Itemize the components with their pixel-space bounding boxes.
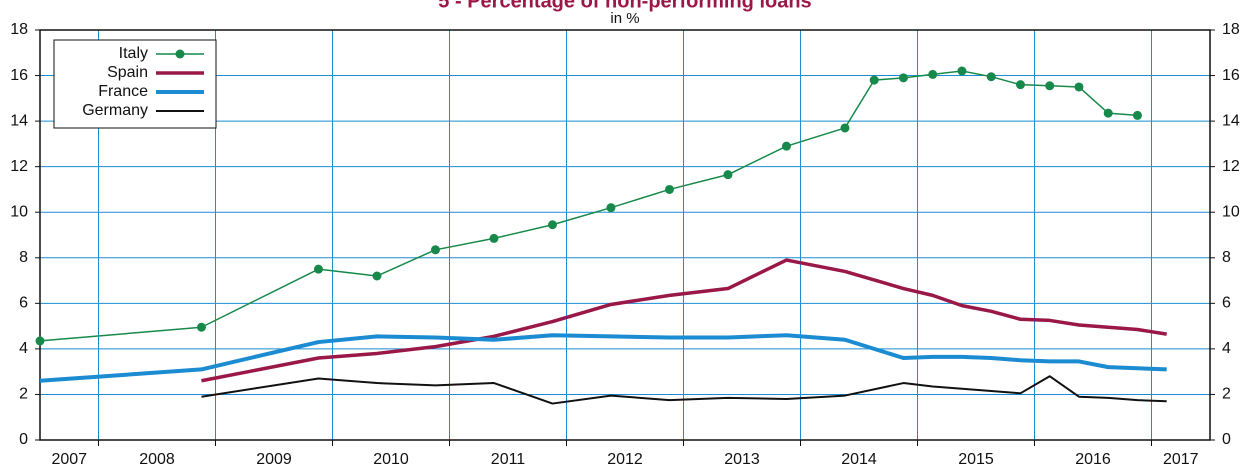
y2-tick-label: 6 bbox=[1222, 295, 1231, 312]
chart-title: 5 - Percentage of non-performing loans bbox=[438, 0, 811, 12]
y2-tick-label: 10 bbox=[1222, 203, 1240, 220]
y-tick-label: 16 bbox=[10, 67, 28, 84]
y-tick-label: 4 bbox=[19, 340, 28, 357]
y2-tick-label: 18 bbox=[1222, 21, 1240, 38]
y-tick-label: 2 bbox=[19, 386, 28, 403]
point bbox=[781, 141, 791, 151]
point bbox=[196, 322, 206, 332]
y2-tick-label: 0 bbox=[1222, 431, 1231, 448]
y2-tick-label: 8 bbox=[1222, 249, 1231, 266]
point bbox=[898, 73, 908, 83]
x-tick-label: 2007 bbox=[51, 451, 87, 468]
x-tick-label: 2012 bbox=[607, 451, 643, 468]
y-tick-label: 12 bbox=[10, 158, 28, 175]
y-tick-label: 10 bbox=[10, 203, 28, 220]
y-tick-label: 18 bbox=[10, 21, 28, 38]
point bbox=[840, 123, 850, 133]
x-tick-label: 2014 bbox=[841, 451, 877, 468]
y2-tick-label: 16 bbox=[1222, 67, 1240, 84]
series-line bbox=[39, 333, 1167, 383]
point bbox=[1045, 81, 1055, 91]
legend-marker bbox=[175, 49, 185, 59]
y2-tick-label: 4 bbox=[1222, 340, 1231, 357]
point bbox=[35, 336, 45, 346]
chart-subtitle: in % bbox=[610, 10, 639, 27]
y-tick-label: 14 bbox=[10, 112, 28, 129]
point bbox=[1074, 82, 1084, 92]
point bbox=[986, 72, 996, 82]
x-tick-label: 2017 bbox=[1163, 451, 1199, 468]
y2-tick-label: 2 bbox=[1222, 386, 1231, 403]
plot-frame bbox=[39, 29, 1211, 441]
point bbox=[869, 75, 879, 85]
point bbox=[430, 245, 440, 255]
point bbox=[664, 184, 674, 194]
point bbox=[547, 220, 557, 230]
point bbox=[313, 264, 323, 274]
legend-label: Germany bbox=[82, 102, 148, 119]
series-line bbox=[39, 70, 1138, 342]
x-tick-label: 2011 bbox=[491, 451, 526, 468]
y-tick-label: 6 bbox=[19, 295, 28, 312]
legend-label: France bbox=[98, 83, 148, 100]
point bbox=[723, 170, 733, 180]
x-tick-label: 2015 bbox=[958, 451, 994, 468]
x-tick-label: 2013 bbox=[724, 451, 760, 468]
point bbox=[928, 69, 938, 79]
y2-tick-label: 14 bbox=[1222, 112, 1240, 129]
y-tick-label: 0 bbox=[19, 431, 28, 448]
legend-label: Italy bbox=[119, 45, 148, 62]
point bbox=[957, 66, 967, 76]
x-tick-label: 2009 bbox=[256, 451, 292, 468]
x-tick-label: 2008 bbox=[139, 451, 175, 468]
legend-label: Spain bbox=[107, 64, 148, 81]
point bbox=[1103, 108, 1113, 118]
y2-tick-label: 12 bbox=[1222, 158, 1240, 175]
point bbox=[1015, 80, 1025, 90]
point bbox=[489, 233, 499, 243]
y-tick-label: 8 bbox=[19, 249, 28, 266]
series-line bbox=[201, 258, 1167, 383]
x-tick-label: 2016 bbox=[1075, 451, 1111, 468]
point bbox=[606, 203, 616, 213]
point bbox=[372, 271, 382, 281]
series-line bbox=[201, 375, 1167, 405]
x-tick-label: 2010 bbox=[373, 451, 409, 468]
point bbox=[1132, 110, 1142, 120]
